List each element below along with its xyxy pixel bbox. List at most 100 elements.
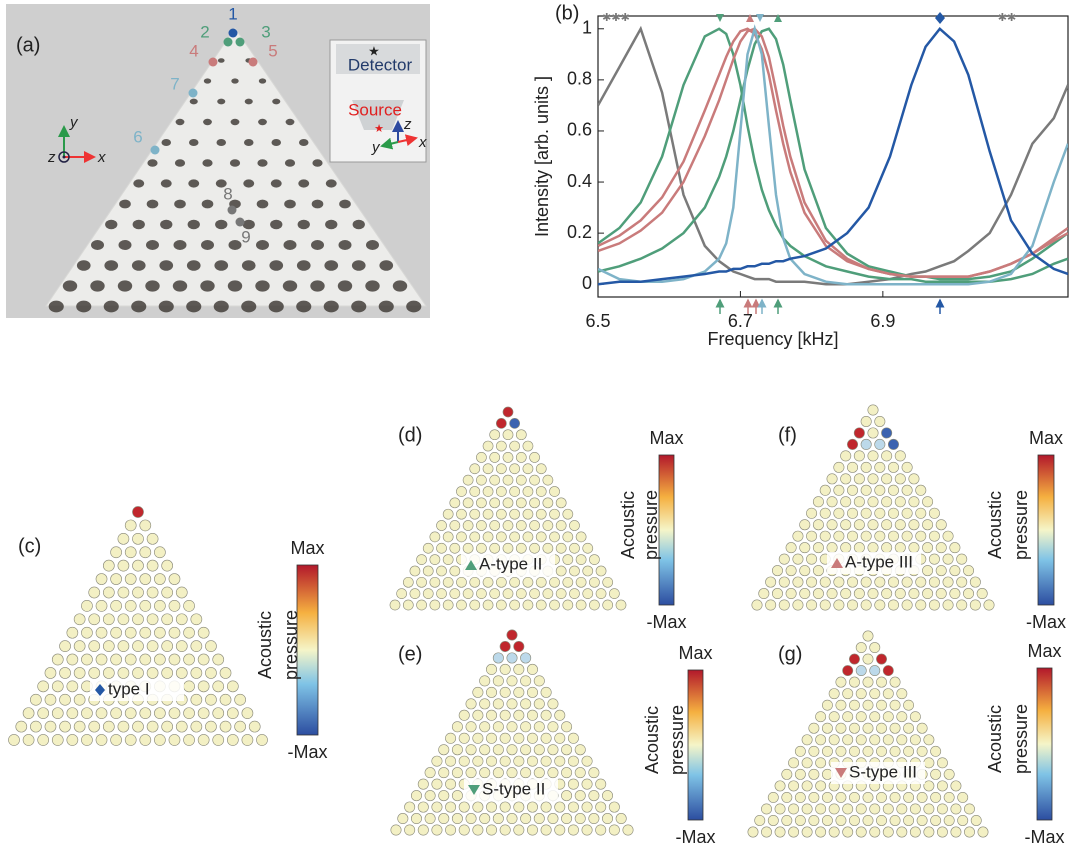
lattice-site xyxy=(490,589,500,599)
lattice-site xyxy=(548,699,558,709)
lattice-site xyxy=(563,532,573,542)
marker xyxy=(716,14,724,22)
lattice-site xyxy=(530,589,540,599)
panel-label: (f) xyxy=(778,424,797,446)
photo-hole xyxy=(174,200,186,209)
lattice-site xyxy=(140,734,151,745)
lattice-site xyxy=(176,641,187,652)
lattice-site xyxy=(507,699,517,709)
lattice-site xyxy=(883,735,893,745)
x-tick-label: 6.7 xyxy=(728,311,753,331)
lattice-site xyxy=(555,710,565,720)
lattice-site xyxy=(125,708,136,719)
lattice-site xyxy=(436,589,446,599)
lattice-site xyxy=(931,815,941,825)
photo-hole xyxy=(230,159,240,167)
lattice-site xyxy=(527,687,537,697)
lattice-site xyxy=(486,733,496,743)
lattice-site xyxy=(463,498,473,508)
lattice-site xyxy=(541,756,551,766)
lattice-site xyxy=(473,756,483,766)
lattice-site xyxy=(589,555,599,565)
lattice-site xyxy=(500,664,510,674)
lattice-site xyxy=(476,543,486,553)
lattice-site xyxy=(847,439,857,449)
lattice-site xyxy=(483,532,493,542)
lattice-site xyxy=(456,486,466,496)
photo-hole xyxy=(63,280,77,291)
panel-label: (d) xyxy=(398,424,422,446)
lattice-site xyxy=(813,520,823,530)
site-label: 4 xyxy=(189,41,198,60)
lattice-site xyxy=(523,577,533,587)
photo-hole xyxy=(326,179,337,187)
lattice-site xyxy=(596,779,606,789)
lattice-site xyxy=(534,745,544,755)
panel-label: (g) xyxy=(778,643,802,665)
site-dot xyxy=(209,58,218,67)
lattice-site xyxy=(841,542,851,552)
lattice-site xyxy=(445,802,455,812)
lattice-site xyxy=(583,543,593,553)
lattice-site xyxy=(500,687,510,697)
photo-hole xyxy=(324,260,338,271)
lattice-site xyxy=(849,746,859,756)
photo-hole xyxy=(299,139,309,146)
site-dot xyxy=(229,29,238,38)
lattice-site xyxy=(74,721,85,732)
photo-hole xyxy=(406,301,421,313)
colorbar xyxy=(659,455,674,605)
lattice-site xyxy=(118,587,129,598)
lattice-site xyxy=(569,589,579,599)
lattice-site xyxy=(888,485,898,495)
colorbar-title: pressure xyxy=(1011,704,1031,774)
photo-hole xyxy=(203,119,212,125)
figure: ★ ★ ✱✱✱ ✱✱ (a)(b)(c)(d)(e)(f)(g)12345678… xyxy=(0,0,1089,850)
lattice-site xyxy=(863,700,873,710)
lattice-site xyxy=(836,746,846,756)
photo-hole xyxy=(200,280,214,291)
lattice-site xyxy=(96,734,107,745)
lattice-site xyxy=(503,430,513,440)
site-label: 5 xyxy=(268,41,277,60)
lattice-site xyxy=(806,577,816,587)
lattice-site xyxy=(89,641,100,652)
lattice-site xyxy=(169,734,180,745)
frequency-arrows xyxy=(720,300,940,314)
lattice-site xyxy=(410,566,420,576)
lattice-site xyxy=(582,779,592,789)
lattice-site xyxy=(575,790,585,800)
lattice-site xyxy=(863,677,873,687)
lattice-site xyxy=(609,825,619,835)
lattice-site xyxy=(875,508,885,518)
lattice-site xyxy=(924,735,934,745)
lattice-site xyxy=(806,600,816,610)
lattice-site xyxy=(459,710,469,720)
lattice-site xyxy=(596,566,606,576)
lattice-site xyxy=(943,554,953,564)
lattice-site xyxy=(466,813,476,823)
photo-hole xyxy=(255,280,269,291)
photo-hole xyxy=(188,179,199,187)
lattice-site xyxy=(854,588,864,598)
lattice-site xyxy=(220,721,231,732)
lattice-site xyxy=(162,641,173,652)
photo-hole xyxy=(160,220,172,229)
lattice-site xyxy=(795,815,805,825)
lattice-site xyxy=(81,654,92,665)
photo-hole xyxy=(119,200,131,209)
photo-hole xyxy=(202,159,212,167)
lattice-site xyxy=(800,542,810,552)
lattice-site xyxy=(154,654,165,665)
lattice-site xyxy=(910,827,920,837)
lattice-site xyxy=(125,547,136,558)
lattice-site xyxy=(881,474,891,484)
photo-hole xyxy=(269,260,283,271)
lattice-site xyxy=(445,779,455,789)
lattice-site xyxy=(176,721,187,732)
lattice-site xyxy=(765,600,775,610)
lattice-site xyxy=(589,600,599,610)
photo-hole xyxy=(298,220,310,229)
lattice-site xyxy=(929,600,939,610)
lattice-site xyxy=(486,802,496,812)
